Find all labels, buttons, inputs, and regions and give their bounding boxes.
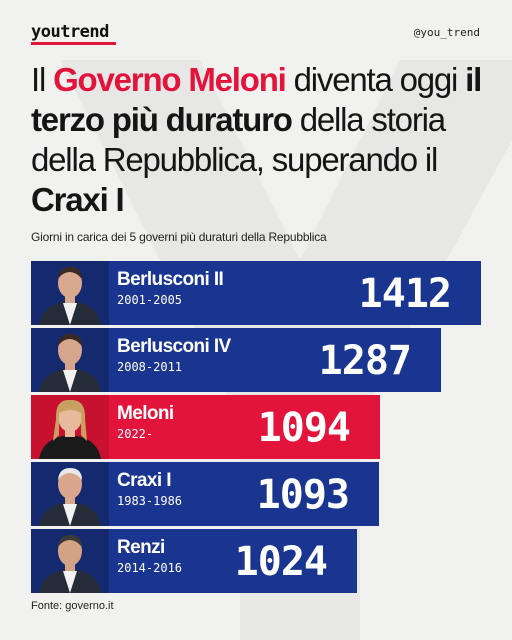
headline-part: della storia della Repubblica, superando… xyxy=(31,101,446,178)
bar-value-label: 1094 xyxy=(257,405,351,451)
brand-underline xyxy=(31,42,116,45)
headline-highlight: Governo Meloni xyxy=(53,61,287,98)
bar-value-label: 1024 xyxy=(234,539,328,585)
bar-label: Meloni xyxy=(117,403,174,424)
bar-years: 2001-2005 xyxy=(117,293,183,307)
bar-label: Berlusconi IV xyxy=(117,336,231,357)
portrait-icon xyxy=(31,261,109,325)
chart-subtitle: Giorni in carica dei 5 governi più durat… xyxy=(31,230,327,244)
headline-emphasis: il terzo più duraturo xyxy=(31,61,482,138)
headline: Il Governo Meloni diventa oggi il terzo … xyxy=(31,60,491,220)
bar-years: 2022- xyxy=(117,427,154,441)
bar-value-label: 1093 xyxy=(256,472,350,518)
social-handle: @you_trend xyxy=(413,26,480,39)
portrait-icon xyxy=(31,529,109,593)
portrait-icon xyxy=(31,328,109,392)
bar-label: Berlusconi II xyxy=(117,269,224,290)
headline-part: Il xyxy=(31,61,54,98)
bar-berlusconi-ii: Berlusconi II 2001-2005 1412 xyxy=(31,261,481,325)
bar-label: Craxi I xyxy=(117,470,171,491)
headline-emphasis: Craxi I xyxy=(31,181,125,218)
bar-renzi: Renzi 2014-2016 1024 xyxy=(31,529,357,593)
bar-value-label: 1287 xyxy=(318,338,412,384)
bar-years: 1983-1986 xyxy=(117,494,183,508)
portrait-icon xyxy=(31,462,109,526)
bar-meloni: Meloni 2022- 1094 xyxy=(31,395,380,459)
headline-part: diventa oggi xyxy=(285,61,466,98)
bar-craxi-i: Craxi I 1983-1986 1093 xyxy=(31,462,379,526)
source-note: Fonte: governo.it xyxy=(31,600,114,612)
bar-value-label: 1412 xyxy=(358,271,452,317)
brand-logo: youtrend xyxy=(31,22,109,42)
bar-berlusconi-iv: Berlusconi IV 2008-2011 1287 xyxy=(31,328,441,392)
bar-label: Renzi xyxy=(117,537,165,558)
portrait-icon xyxy=(31,395,109,459)
bar-years: 2014-2016 xyxy=(117,561,183,575)
bar-years: 2008-2011 xyxy=(117,360,183,374)
